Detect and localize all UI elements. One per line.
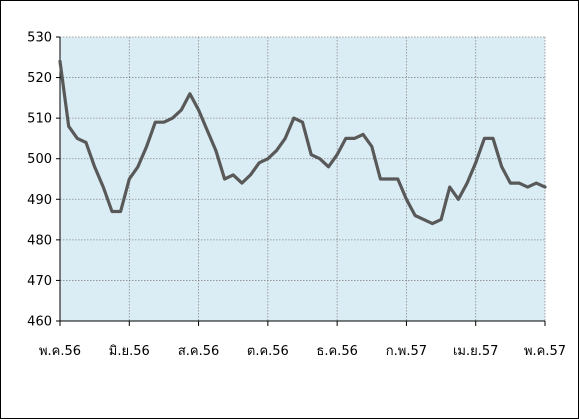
data-point <box>310 153 313 156</box>
data-point <box>535 181 538 185</box>
data-point <box>370 145 373 148</box>
data-point <box>119 210 122 213</box>
x-tick-label: พ.ค.56 <box>39 344 81 359</box>
data-point <box>93 165 96 168</box>
x-tick-label: ก.พ.57 <box>386 344 427 359</box>
y-tick-label: 470 <box>27 274 52 289</box>
data-point <box>240 181 244 185</box>
data-point <box>517 181 521 185</box>
x-tick-label: เม.ย.57 <box>453 344 498 359</box>
y-tick-label: 460 <box>27 315 52 330</box>
x-tick-label: ส.ค.56 <box>178 344 219 359</box>
data-point <box>361 133 365 136</box>
data-point <box>275 149 278 152</box>
data-point <box>214 149 218 152</box>
data-point <box>431 222 434 225</box>
data-point <box>284 137 287 140</box>
data-point <box>136 165 140 168</box>
y-tick-label: 500 <box>27 152 52 167</box>
tick-labels: 460 470 480 490 500 510 520 530 พ.ค.56 มิ.ย.56 ส.ค… <box>27 31 566 360</box>
data-point <box>396 177 399 181</box>
data-point <box>266 157 270 160</box>
data-point <box>413 214 417 217</box>
data-point <box>422 218 425 221</box>
data-point <box>491 137 495 140</box>
y-tick-label: 490 <box>27 193 52 208</box>
data-point <box>509 181 512 185</box>
plot-area <box>60 37 545 321</box>
data-point <box>327 165 330 168</box>
data-point <box>405 198 408 201</box>
data-point <box>379 177 382 181</box>
y-tick-label: 520 <box>27 71 52 86</box>
y-tick-label: 510 <box>27 112 52 127</box>
data-point <box>301 121 304 124</box>
data-point <box>344 137 347 140</box>
data-point <box>102 185 105 189</box>
data-point <box>500 165 503 168</box>
data-point <box>128 177 131 181</box>
y-tick-label: 530 <box>27 31 52 46</box>
x-tick-label: ธ.ค.56 <box>316 344 357 359</box>
series-layer <box>58 59 547 226</box>
data-point <box>145 145 148 148</box>
data-point <box>162 121 166 124</box>
data-point <box>58 60 62 63</box>
data-point <box>249 173 252 177</box>
data-point <box>465 181 469 185</box>
data-point <box>335 153 339 156</box>
data-point <box>67 125 70 128</box>
data-point <box>439 218 443 221</box>
data-point <box>353 137 356 140</box>
data-point <box>543 185 547 189</box>
data-point <box>292 116 295 120</box>
data-point <box>318 157 321 160</box>
data-point <box>387 177 391 181</box>
data-point <box>84 141 88 144</box>
data-point <box>188 92 192 96</box>
x-tick-label: พ.ค.57 <box>524 344 566 359</box>
data-point <box>154 121 157 124</box>
data-point <box>457 198 460 201</box>
axes <box>56 36 546 326</box>
data-point <box>171 116 174 120</box>
x-tick-label: ต.ค.56 <box>247 344 289 359</box>
data-point <box>197 108 200 112</box>
data-point <box>223 177 226 181</box>
y-tick-label: 480 <box>27 233 52 248</box>
data-point <box>110 210 114 213</box>
data-point <box>474 161 477 164</box>
x-tick-label: มิ.ย.56 <box>109 344 150 359</box>
data-point <box>76 137 79 140</box>
data-point <box>448 185 451 189</box>
data-point <box>206 129 209 132</box>
data-point <box>180 108 183 112</box>
data-point <box>526 185 529 189</box>
data-point <box>483 137 486 140</box>
data-point <box>258 161 261 164</box>
data-point <box>232 173 235 177</box>
